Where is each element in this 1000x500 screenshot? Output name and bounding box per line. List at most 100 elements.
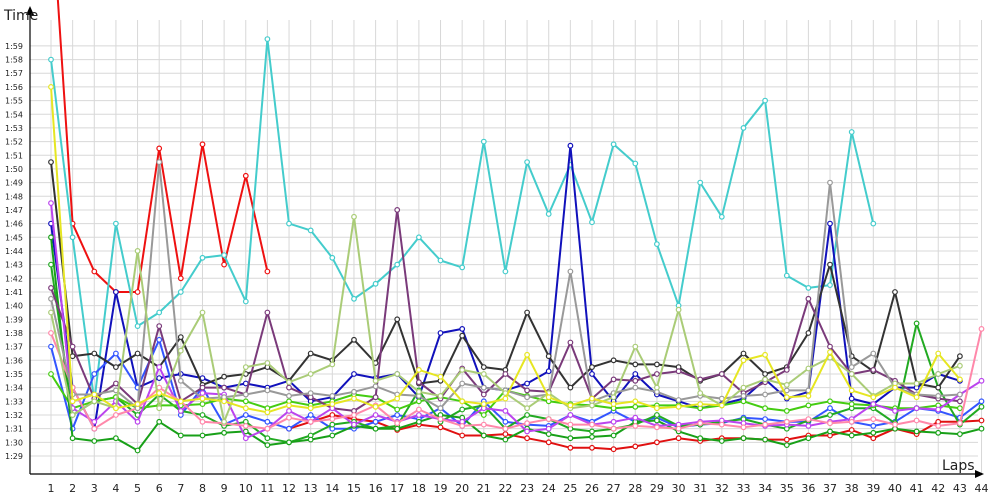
data-point xyxy=(372,280,379,287)
data-point xyxy=(957,420,963,427)
data-point xyxy=(286,402,292,409)
data-point xyxy=(221,418,228,425)
data-point xyxy=(913,417,920,424)
data-point xyxy=(437,416,444,423)
data-point xyxy=(632,371,639,377)
data-point xyxy=(112,220,119,227)
data-point xyxy=(48,83,54,90)
data-point xyxy=(783,418,790,425)
data-point xyxy=(610,401,617,408)
data-point xyxy=(372,412,379,418)
data-point xyxy=(221,373,228,380)
data-point xyxy=(264,36,271,42)
data-point xyxy=(610,394,617,401)
data-point xyxy=(805,416,812,423)
data-point xyxy=(91,350,98,357)
data-point xyxy=(567,444,574,451)
data-point xyxy=(199,309,206,316)
x-tick-label: 40 xyxy=(888,482,902,495)
data-point xyxy=(307,350,314,357)
data-point xyxy=(329,421,336,428)
data-point xyxy=(848,371,855,377)
data-point xyxy=(654,412,660,418)
data-point xyxy=(112,435,119,442)
x-tick-label: 38 xyxy=(845,482,859,495)
data-point xyxy=(351,421,357,428)
x-tick-label: 41 xyxy=(910,482,924,495)
data-point xyxy=(545,394,552,401)
data-point xyxy=(740,435,747,442)
data-point xyxy=(718,213,725,220)
data-point xyxy=(978,425,985,432)
x-tick-label: 11 xyxy=(260,482,274,495)
data-point xyxy=(718,371,725,377)
data-point xyxy=(567,435,574,442)
data-point xyxy=(394,425,401,432)
data-point xyxy=(545,353,552,360)
data-point xyxy=(134,247,141,254)
x-tick-label: 44 xyxy=(975,482,989,495)
data-point xyxy=(589,421,595,428)
series-15 xyxy=(48,83,963,416)
data-point xyxy=(697,179,704,186)
y-tick-label: 1:54 xyxy=(5,110,23,119)
data-point xyxy=(654,417,660,424)
data-point xyxy=(827,220,833,227)
x-tick-label: 39 xyxy=(866,482,880,495)
data-point xyxy=(48,295,54,302)
data-point xyxy=(913,380,920,387)
data-point xyxy=(351,295,357,302)
data-point xyxy=(134,447,141,454)
y-tick-label: 1:29 xyxy=(5,452,23,461)
data-point xyxy=(264,435,271,442)
y-tick-label: 1:58 xyxy=(5,56,23,65)
data-point xyxy=(524,394,530,401)
y-axis-arrow xyxy=(26,6,34,15)
data-point xyxy=(762,416,768,423)
data-point xyxy=(199,418,206,425)
data-point xyxy=(502,408,509,414)
data-point xyxy=(589,434,595,440)
data-point xyxy=(459,406,466,413)
x-tick-label: 32 xyxy=(715,482,729,495)
data-point xyxy=(156,390,163,397)
x-tick-label: 22 xyxy=(498,482,512,495)
data-point xyxy=(632,398,639,405)
data-point xyxy=(762,391,768,398)
data-point xyxy=(156,375,163,382)
x-tick-label: 36 xyxy=(801,482,815,495)
data-point xyxy=(459,367,466,373)
x-tick-label: 35 xyxy=(780,482,794,495)
data-point xyxy=(913,320,920,327)
data-point xyxy=(416,418,422,425)
data-point xyxy=(783,382,790,388)
data-point xyxy=(91,398,98,405)
data-point xyxy=(740,124,747,131)
data-point xyxy=(242,412,249,418)
data-point xyxy=(416,234,422,241)
data-point xyxy=(827,420,833,427)
data-point xyxy=(91,425,98,432)
data-point xyxy=(654,384,660,391)
data-point xyxy=(610,357,617,364)
data-point xyxy=(69,353,76,360)
x-axis-arrow xyxy=(975,470,984,478)
x-tick-label: 6 xyxy=(156,482,163,495)
data-point xyxy=(524,420,530,427)
data-point xyxy=(372,383,379,390)
y-tick-label: 1:59 xyxy=(5,42,23,51)
data-point xyxy=(221,429,228,436)
x-tick-label: 31 xyxy=(693,482,707,495)
data-point xyxy=(783,272,790,279)
data-point xyxy=(199,432,206,439)
data-point xyxy=(524,412,530,418)
x-tick-label: 28 xyxy=(628,482,642,495)
data-point xyxy=(654,405,660,412)
y-tick-label: 1:40 xyxy=(5,302,23,311)
data-point xyxy=(48,159,54,166)
x-tick-label: 27 xyxy=(607,482,621,495)
data-point xyxy=(459,423,466,429)
data-point xyxy=(697,376,704,383)
data-point xyxy=(632,361,639,368)
